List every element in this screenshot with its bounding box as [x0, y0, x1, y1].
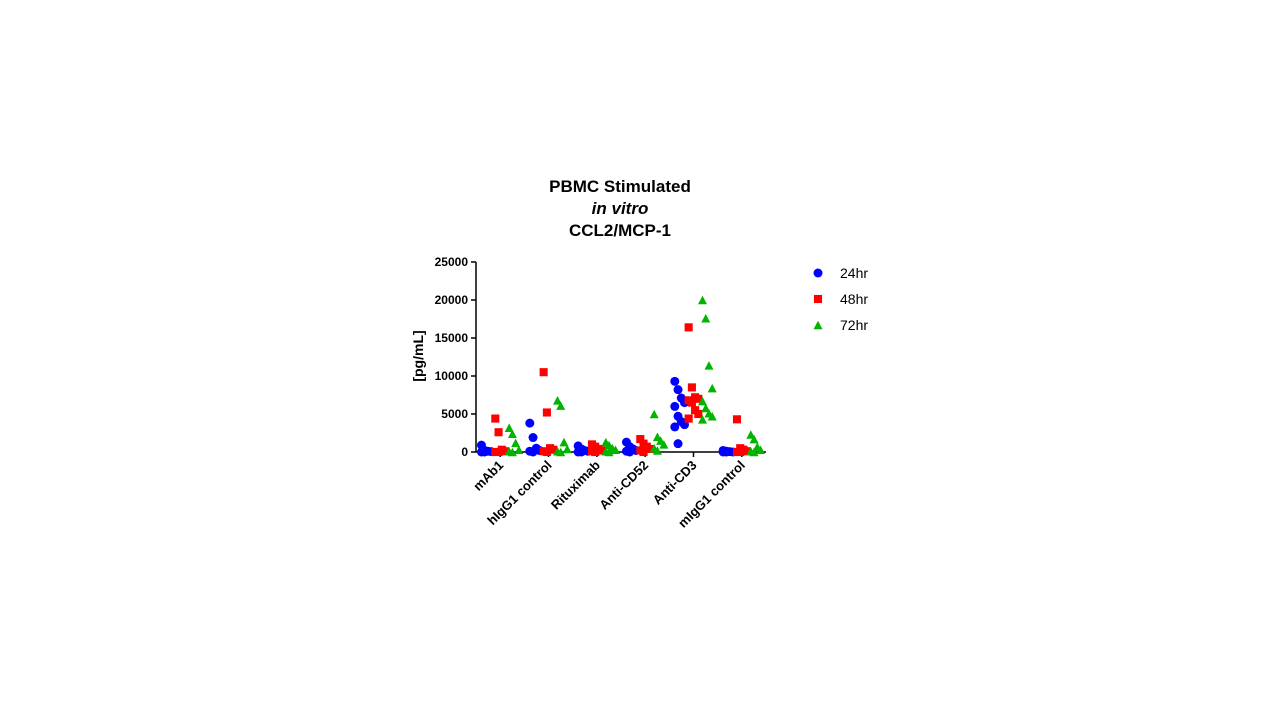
data-point-48hr [636, 435, 645, 444]
data-point-72hr [507, 429, 517, 439]
data-point-72hr [698, 415, 708, 424]
data-point-72hr [556, 401, 566, 410]
data-point-72hr [707, 412, 717, 421]
data-point-48hr [491, 414, 500, 423]
y-axis-label: [pg/mL] [410, 330, 426, 381]
data-point-24hr [480, 447, 490, 457]
data-point-48hr [694, 394, 703, 403]
data-point-72hr [652, 446, 662, 455]
x-category-label: mAb1 [470, 458, 506, 494]
data-point-72hr [746, 430, 756, 439]
data-point-72hr [707, 383, 717, 393]
x-category-label: Anti-CD3 [650, 458, 700, 508]
data-point-72hr [504, 423, 514, 432]
data-point-72hr [701, 313, 711, 323]
chart-title: PBMC Stimulated in vitro CCL2/MCP-1 [470, 176, 770, 242]
legend: 24hr 48hr 72hr [813, 265, 868, 333]
data-point-48hr [687, 383, 696, 392]
data-point-72hr [507, 447, 517, 457]
title-line-1: PBMC Stimulated [549, 177, 691, 196]
data-point-72hr [701, 403, 711, 413]
y-tick-label: 5000 [441, 407, 468, 421]
data-point-24hr [673, 385, 683, 395]
y-tick-label: 0 [461, 445, 468, 459]
data-point-72hr [659, 440, 669, 449]
legend-label-48hr: 48hr [840, 291, 868, 307]
data-point-48hr [549, 445, 558, 454]
data-point-72hr [698, 396, 708, 406]
data-point-24hr [625, 447, 635, 457]
data-point-48hr [732, 415, 742, 424]
data-point-24hr [525, 418, 535, 428]
data-point-48hr [494, 428, 503, 437]
data-point-24hr [673, 439, 683, 449]
data-point-24hr [670, 401, 680, 411]
data-point-72hr [556, 447, 566, 457]
data-point-48hr [539, 368, 548, 377]
legend-label-24hr: 24hr [840, 265, 868, 281]
legend-marker-48hr [813, 294, 823, 304]
data-point-72hr [749, 447, 759, 457]
data-point-72hr [649, 409, 659, 419]
data-point-48hr [500, 447, 510, 456]
x-category-label: Rituximab [548, 457, 603, 512]
data-point-48hr [694, 409, 703, 419]
data-point-48hr [494, 447, 503, 457]
data-point-72hr [514, 445, 524, 454]
data-point-24hr [528, 447, 538, 457]
data-point-48hr [645, 444, 655, 454]
y-tick-label: 20000 [435, 293, 469, 307]
data-point-72hr [698, 295, 708, 305]
data-point-72hr [749, 434, 759, 444]
data-point-72hr [756, 445, 766, 454]
y-tick-label: 10000 [435, 369, 469, 383]
data-point-24hr [721, 447, 731, 457]
data-point-48hr [591, 447, 600, 457]
data-point-24hr [670, 376, 680, 386]
data-point-48hr [687, 398, 696, 407]
data-point-48hr [597, 446, 606, 455]
data-point-24hr [576, 447, 586, 457]
data-points [476, 295, 766, 457]
data-point-48hr [742, 447, 751, 456]
legend-label-72hr: 72hr [840, 317, 868, 333]
data-point-72hr [553, 396, 563, 405]
data-point-24hr [528, 433, 538, 443]
title-line-3: CCL2/MCP-1 [568, 221, 671, 240]
legend-marker-72hr [813, 320, 823, 330]
data-point-48hr [542, 408, 551, 417]
data-point-48hr [542, 447, 551, 457]
data-point-72hr [704, 361, 714, 370]
y-tick-label: 15000 [435, 331, 469, 345]
data-point-72hr [511, 438, 521, 448]
data-point-72hr [611, 445, 621, 454]
y-tick-label: 25000 [435, 255, 469, 269]
x-category-label: Anti-CD52 [596, 458, 651, 513]
legend-marker-24hr [813, 268, 823, 278]
data-point-72hr [559, 437, 569, 447]
data-point-72hr [562, 444, 572, 454]
data-point-24hr [670, 422, 680, 432]
data-point-48hr [684, 414, 693, 423]
data-point-48hr [736, 447, 745, 457]
title-line-2: in vitro [591, 199, 649, 218]
data-point-48hr [684, 323, 693, 332]
data-point-48hr [639, 447, 648, 457]
data-point-72hr [604, 447, 614, 457]
